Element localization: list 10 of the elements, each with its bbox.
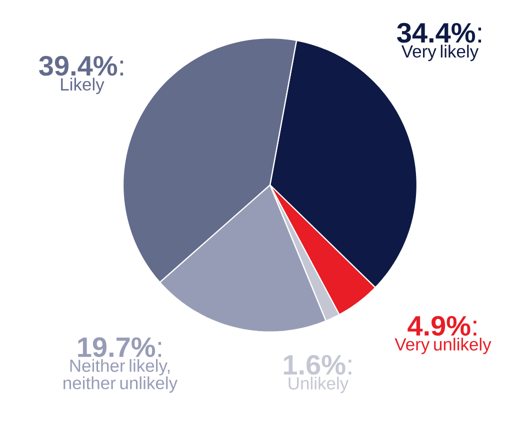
slice-label: Likely [61,78,104,94]
slice-label: Neither likely, neither unlikely [64,359,178,393]
data-label: 39.4%: [39,56,124,76]
slice-label: Very unlikely [394,338,492,354]
slice-label: Very likely [401,44,479,62]
data-label: 4.9%: [408,316,476,336]
data-label: 1.6%: [284,354,352,375]
data-label: 19.7%: [78,337,162,358]
data-label: 34.4%: [397,22,482,43]
slice-label: Unlikely [288,376,349,394]
